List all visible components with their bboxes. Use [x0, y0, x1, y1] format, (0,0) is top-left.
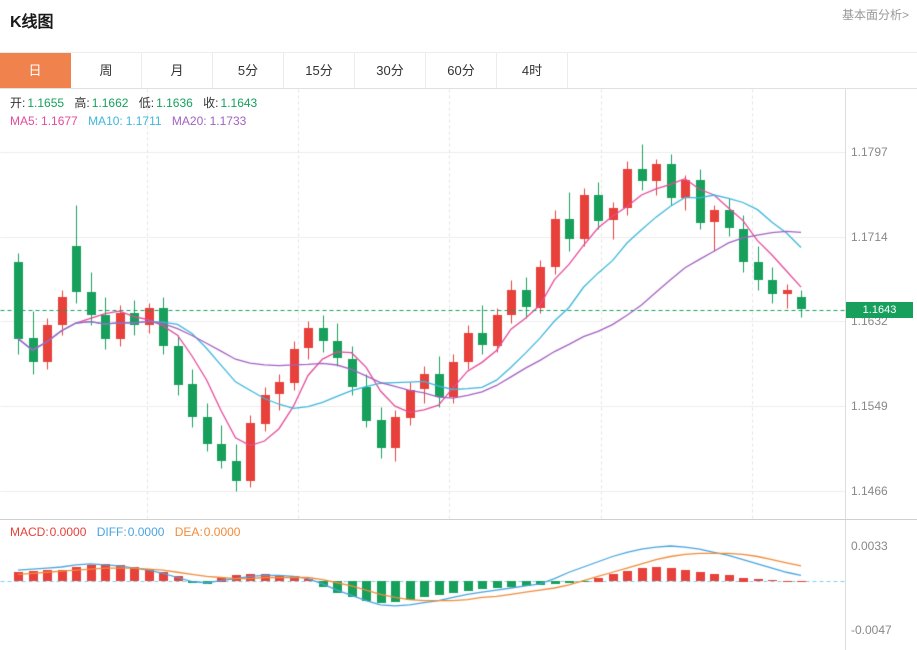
dea-value: 0.0000: [203, 525, 241, 539]
ma10-label: MA10:: [88, 114, 123, 128]
macd-value: 0.0000: [49, 525, 87, 539]
tab-month[interactable]: 月: [142, 53, 213, 88]
macd-panel: MACD:0.0000 DIFF:0.0000 DEA:0.0000 0.003…: [0, 520, 917, 650]
fundamental-analysis-link[interactable]: 基本面分析>: [841, 8, 909, 22]
price-axis-label: 1.1797: [851, 145, 888, 159]
ma20-value: 1.1733: [209, 114, 247, 128]
tab-day[interactable]: 日: [0, 53, 71, 88]
tab-15min[interactable]: 15分: [284, 53, 355, 88]
ma20-label: MA20:: [171, 114, 207, 128]
open-value: 1.1655: [27, 96, 65, 110]
price-axis-separator: [845, 89, 846, 519]
macd-axis-label: -0.0047: [851, 623, 892, 637]
tab-4hour[interactable]: 4时: [497, 53, 568, 88]
price-axis-label: 1.1714: [851, 230, 888, 244]
price-axis-label: 1.1466: [851, 483, 888, 498]
macd-legend: MACD:0.0000 DIFF:0.0000 DEA:0.0000: [10, 524, 247, 540]
macd-axis-label: 0.0033: [851, 539, 888, 553]
macd-axis-separator: [845, 520, 846, 650]
ma5-value: 1.1677: [41, 114, 78, 128]
page-title: K线图: [10, 14, 54, 31]
high-value: 1.1662: [91, 96, 129, 110]
open-label: 开:: [10, 96, 26, 110]
kline-chart-panel: 开: 1.1655 高: 1.1662 低: 1.1636 收: 1.1643 MA5:…: [0, 89, 917, 520]
ma5-label: MA5:: [10, 114, 39, 128]
price-axis-label: 1.1549: [851, 398, 888, 413]
timeframe-tabs: 日周月 5分 15分 30分 60分 4时: [0, 52, 917, 89]
macd-canvas[interactable]: [0, 520, 845, 650]
diff-label: DIFF:: [96, 525, 127, 539]
tab-30min[interactable]: 30分: [355, 53, 426, 88]
ma10-value: 1.1711: [125, 114, 162, 128]
tab-5min[interactable]: 5分: [213, 53, 284, 88]
page-header: K线图 基本面分析>: [0, 0, 917, 52]
dea-label: DEA:: [174, 525, 203, 539]
ma-legend: MA5: 1.1677 MA10: 1.1711 MA20: 1.1733: [10, 113, 253, 129]
ohlc-legend: 开: 1.1655 高: 1.1662 低: 1.1636 收: 1.1643: [10, 95, 264, 111]
tab-week[interactable]: 周: [71, 53, 142, 88]
diff-value: 0.0000: [127, 525, 165, 539]
close-label: 收:: [203, 96, 219, 110]
current-price-badge: 1.1643: [846, 301, 913, 318]
candlestick-canvas[interactable]: [0, 89, 845, 519]
low-label: 低:: [138, 96, 155, 110]
close-value: 1.1643: [220, 96, 258, 110]
tab-60min[interactable]: 60分: [426, 53, 497, 88]
high-label: 高:: [74, 96, 90, 110]
low-value: 1.1636: [156, 96, 193, 110]
macd-label: MACD:: [10, 525, 49, 539]
